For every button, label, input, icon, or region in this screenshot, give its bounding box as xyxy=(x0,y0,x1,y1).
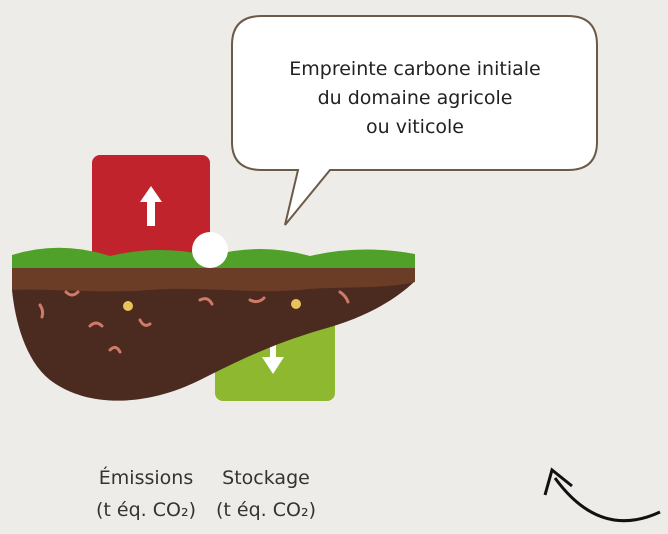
bubble-text: ou viticole xyxy=(366,116,464,138)
page: Empreinte carbone initiale du domaine ag… xyxy=(0,0,668,534)
label-unit: (t éq. CO₂) xyxy=(96,499,196,521)
bubble-text: Empreinte carbone initiale xyxy=(289,58,540,80)
label-title: Émissions xyxy=(99,466,193,489)
label-title: Stockage xyxy=(222,467,310,489)
illustration: Empreinte carbone initiale du domaine ag… xyxy=(0,0,668,534)
marker xyxy=(192,232,228,268)
bubble-text: du domaine agricole xyxy=(318,87,513,109)
label-unit: (t éq. CO₂) xyxy=(216,499,316,521)
